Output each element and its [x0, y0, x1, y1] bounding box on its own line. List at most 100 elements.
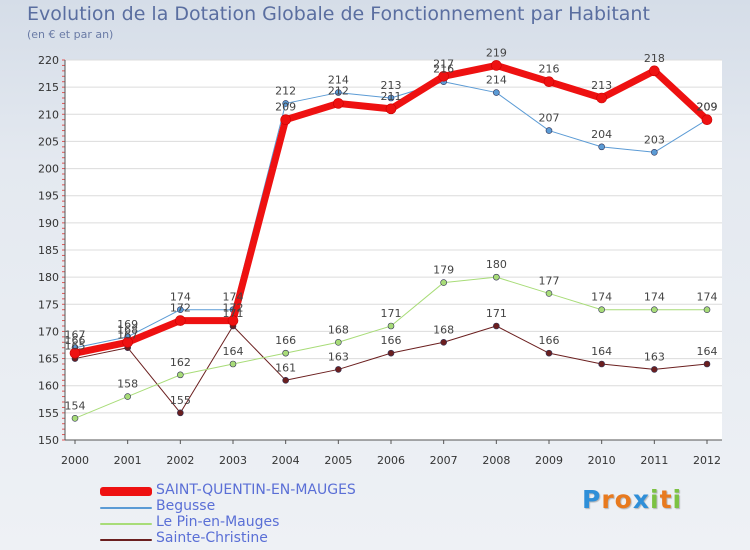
- data-point: [651, 148, 658, 156]
- data-label: 163: [328, 350, 349, 363]
- data-point: [282, 100, 289, 107]
- data-point: [335, 338, 342, 346]
- logo-letter: t: [659, 485, 673, 514]
- legend-label-saint-quentin: SAINT-QUENTIN-EN-MAUGES: [156, 482, 356, 498]
- data-point: [493, 89, 500, 96]
- data-label: 216: [433, 63, 454, 76]
- data-point: [493, 322, 500, 330]
- data-label: 214: [486, 74, 507, 87]
- data-point: [596, 92, 607, 104]
- y-tick-label: 190: [38, 217, 59, 230]
- data-point: [491, 60, 502, 71]
- data-point: [440, 279, 447, 286]
- y-tick-label: 215: [38, 81, 59, 94]
- data-label: 203: [644, 133, 665, 146]
- x-tick-label: 2009: [535, 454, 563, 467]
- logo-letter: i: [650, 485, 660, 514]
- x-tick-label: 2004: [272, 454, 300, 467]
- data-label: 218: [644, 52, 665, 65]
- data-point: [651, 306, 658, 314]
- legend-swatch-begusse: [100, 507, 152, 509]
- legend-label-le-pin: Le Pin-en-Mauges: [156, 514, 280, 530]
- data-point: [387, 322, 395, 330]
- data-label: 168: [433, 323, 454, 336]
- data-point: [545, 127, 553, 134]
- data-label: 174: [223, 291, 244, 304]
- data-label: 177: [539, 274, 560, 287]
- data-point: [122, 336, 133, 348]
- data-label: 166: [65, 334, 86, 347]
- data-label: 209: [697, 101, 718, 114]
- x-tick-label: 2010: [588, 454, 616, 467]
- data-label: 213: [591, 79, 612, 92]
- y-tick-label: 200: [38, 163, 59, 176]
- y-tick-label: 210: [38, 108, 59, 121]
- data-label: 167: [117, 329, 138, 342]
- data-label: 171: [223, 307, 244, 320]
- data-point: [177, 306, 184, 314]
- chart-title: Evolution de la Dotation Globale de Fonc…: [27, 3, 650, 25]
- data-label: 164: [591, 345, 612, 358]
- data-label: 214: [328, 74, 349, 87]
- data-label: 164: [697, 345, 718, 358]
- data-point: [227, 315, 239, 326]
- data-label: 168: [328, 323, 349, 336]
- y-tick-label: 165: [38, 353, 59, 366]
- data-label: 161: [275, 361, 296, 374]
- data-label: 211: [381, 90, 402, 103]
- data-point: [598, 306, 605, 314]
- data-label: 213: [381, 79, 402, 92]
- data-point: [71, 414, 79, 422]
- data-label: 172: [170, 302, 191, 315]
- data-label: 219: [486, 46, 507, 59]
- data-label: 174: [170, 291, 191, 304]
- x-tick-label: 2003: [219, 454, 247, 467]
- x-tick-label: 2005: [324, 454, 352, 467]
- data-point: [177, 371, 184, 379]
- data-label: 217: [433, 57, 454, 70]
- data-label: 164: [223, 345, 244, 358]
- data-point: [598, 143, 605, 151]
- y-tick-label: 155: [38, 407, 59, 420]
- y-tick-label: 150: [38, 434, 59, 447]
- data-point: [440, 338, 447, 346]
- data-label: 174: [697, 291, 718, 304]
- data-label: 155: [170, 394, 191, 407]
- data-point: [335, 366, 342, 373]
- data-label: 172: [223, 302, 244, 315]
- data-point: [703, 360, 711, 368]
- chart-subtitle: (en € et par an): [27, 28, 114, 41]
- legend-swatch-le-pin: [100, 523, 152, 525]
- data-label: 154: [65, 399, 86, 412]
- data-point: [701, 114, 713, 126]
- data-point: [545, 349, 553, 357]
- data-point: [545, 290, 553, 297]
- logo-letter: x: [632, 485, 650, 514]
- legend-swatch-saint-quentin: [100, 487, 152, 496]
- y-tick-label: 170: [38, 325, 59, 338]
- data-label: 169: [117, 318, 138, 331]
- data-label: 174: [591, 291, 612, 304]
- data-label: 163: [644, 350, 665, 363]
- x-tick-label: 2000: [61, 454, 89, 467]
- data-label: 158: [117, 378, 138, 391]
- logo-letter: i: [672, 485, 683, 514]
- data-label: 171: [486, 307, 507, 320]
- data-label: 209: [275, 101, 296, 114]
- x-tick-label: 2012: [693, 454, 721, 467]
- data-label: 209: [697, 101, 718, 114]
- data-label: 165: [65, 340, 86, 353]
- data-label: 204: [591, 128, 612, 141]
- legend-label-begusse: Begusse: [156, 498, 216, 514]
- data-label: 162: [170, 356, 191, 369]
- x-tick-label: 2006: [377, 454, 405, 467]
- data-point: [175, 315, 186, 326]
- data-label: 212: [275, 84, 296, 97]
- x-tick-label: 2007: [430, 454, 458, 467]
- data-point: [438, 70, 449, 82]
- data-label: 171: [381, 307, 402, 320]
- data-label: 216: [539, 63, 560, 76]
- data-point: [335, 89, 342, 96]
- x-tick-label: 2001: [114, 454, 142, 467]
- data-point: [651, 366, 658, 373]
